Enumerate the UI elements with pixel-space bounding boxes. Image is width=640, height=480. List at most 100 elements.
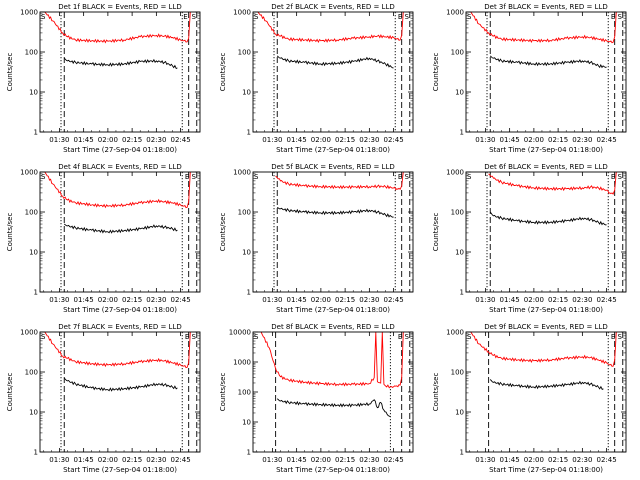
plot-frame	[39, 11, 201, 133]
start-marker-label: S	[618, 13, 623, 21]
y-axis-label: Counts/sec	[219, 53, 227, 92]
x-tick-label: 01:30	[262, 136, 282, 144]
y-axis-label: Counts/sec	[219, 373, 227, 412]
end-marker-label: E	[398, 333, 402, 341]
x-tick-label: 02:15	[548, 136, 568, 144]
detector-panel: Det 7f BLACK = Events, RED = LLD Counts/s…	[6, 323, 201, 474]
y-tick-label: 100	[451, 369, 464, 377]
y-tick-label: 1000	[20, 169, 38, 177]
x-tick-label: 01:30	[262, 456, 282, 464]
end-marker-label: E	[611, 333, 615, 341]
x-axis-label: Start Time (27-Sep-04 01:18:00)	[63, 146, 177, 154]
y-tick-label: 1	[247, 289, 251, 297]
events-series-line	[489, 55, 607, 69]
plot-frame	[252, 171, 414, 293]
start-marker-label: S	[405, 173, 410, 181]
x-tick-label: 02:15	[548, 296, 568, 304]
y-tick-label: 10	[455, 409, 464, 417]
detector-panel: Det 5f BLACK = Events, RED = LLD Counts/s…	[219, 163, 414, 314]
y-axis-label: Counts/sec	[432, 373, 440, 412]
y-tick-label: 10	[242, 249, 251, 257]
x-tick-label: 02:00	[524, 136, 544, 144]
x-tick-label: 02:00	[98, 136, 118, 144]
y-tick-label: 1000	[446, 329, 464, 337]
lld-series-line	[470, 12, 617, 44]
x-tick-label: 02:15	[335, 136, 355, 144]
y-tick-label: 1	[34, 449, 38, 457]
start-marker-label: S	[41, 173, 46, 181]
y-tick-label: 1000	[233, 359, 251, 367]
y-tick-label: 10	[29, 249, 38, 257]
x-axis-label: Start Time (27-Sep-04 01:18:00)	[63, 306, 177, 314]
plot-frame	[252, 331, 414, 453]
x-tick-label: 02:15	[122, 136, 142, 144]
y-axis-label: Counts/sec	[432, 213, 440, 252]
x-tick-label: 01:45	[500, 136, 520, 144]
y-tick-label: 1000	[446, 169, 464, 177]
y-axis-label: Counts/sec	[6, 373, 14, 412]
y-axis-label: Counts/sec	[6, 213, 14, 252]
start-marker-label: S	[192, 173, 197, 181]
x-axis-label: Start Time (27-Sep-04 01:18:00)	[276, 466, 390, 474]
events-series-line	[63, 223, 178, 234]
x-tick-label: 02:45	[597, 136, 617, 144]
events-series-line	[63, 377, 178, 392]
x-tick-label: 01:30	[49, 456, 69, 464]
x-tick-label: 02:00	[311, 136, 331, 144]
lld-series-line	[44, 332, 191, 369]
x-tick-label: 02:00	[311, 296, 331, 304]
y-tick-label: 1	[247, 129, 251, 137]
y-tick-label: 1	[247, 449, 251, 457]
end-marker-label: E	[183, 13, 187, 21]
x-tick-label: 02:45	[597, 456, 617, 464]
detector-panel: Det 1f BLACK = Events, RED = LLD Counts/s…	[6, 3, 201, 154]
x-tick-label: 02:30	[146, 296, 166, 304]
x-tick-label: 02:45	[384, 296, 404, 304]
y-tick-label: 1000	[20, 329, 38, 337]
panel-title: Det 2f BLACK = Events, RED = LLD	[271, 3, 394, 11]
events-series-line	[276, 398, 391, 418]
end-marker-label: E	[185, 333, 189, 341]
start-marker-label: S	[41, 13, 46, 21]
lld-series-line	[44, 172, 191, 209]
x-axis-label: Start Time (27-Sep-04 01:18:00)	[63, 466, 177, 474]
start-marker-label: S	[618, 333, 623, 341]
x-tick-label: 01:45	[287, 136, 307, 144]
lld-series-line	[260, 332, 404, 389]
x-tick-label: 02:15	[122, 456, 142, 464]
x-axis-label: Start Time (27-Sep-04 01:18:00)	[276, 146, 390, 154]
plot-frame	[465, 11, 627, 133]
x-axis-label: Start Time (27-Sep-04 01:18:00)	[276, 306, 390, 314]
x-tick-label: 02:30	[572, 296, 592, 304]
x-tick-label: 02:15	[548, 456, 568, 464]
start-marker-label: S	[618, 173, 623, 181]
y-tick-label: 100	[25, 369, 38, 377]
detector-panel: Det 6f BLACK = Events, RED = LLD Counts/s…	[432, 163, 627, 314]
x-tick-label: 02:00	[524, 296, 544, 304]
start-marker-label: S	[405, 333, 410, 341]
x-axis-label: Start Time (27-Sep-04 01:18:00)	[489, 466, 603, 474]
y-tick-label: 1000	[20, 9, 38, 17]
y-tick-label: 1	[34, 289, 38, 297]
detector-panel: Det 2f BLACK = Events, RED = LLD Counts/s…	[219, 3, 414, 154]
y-tick-label: 10	[29, 409, 38, 417]
x-axis-label: Start Time (27-Sep-04 01:18:00)	[489, 146, 603, 154]
lld-series-line	[488, 172, 617, 195]
panel-title: Det 4f BLACK = Events, RED = LLD	[58, 163, 181, 171]
x-tick-label: 02:15	[335, 296, 355, 304]
x-tick-label: 02:15	[335, 456, 355, 464]
events-series-line	[63, 57, 178, 70]
start-marker-label: S	[41, 333, 46, 341]
start-marker-label: S	[254, 173, 259, 181]
end-marker-label: E	[611, 13, 615, 21]
start-marker-label: S	[254, 333, 259, 341]
x-tick-label: 01:30	[49, 296, 69, 304]
y-tick-label: 1	[460, 449, 464, 457]
panel-title: Det 3f BLACK = Events, RED = LLD	[484, 3, 607, 11]
events-series-line	[489, 379, 604, 391]
y-tick-label: 10	[455, 249, 464, 257]
x-tick-label: 01:45	[74, 136, 94, 144]
x-tick-label: 02:30	[146, 136, 166, 144]
events-series-line	[276, 55, 394, 69]
